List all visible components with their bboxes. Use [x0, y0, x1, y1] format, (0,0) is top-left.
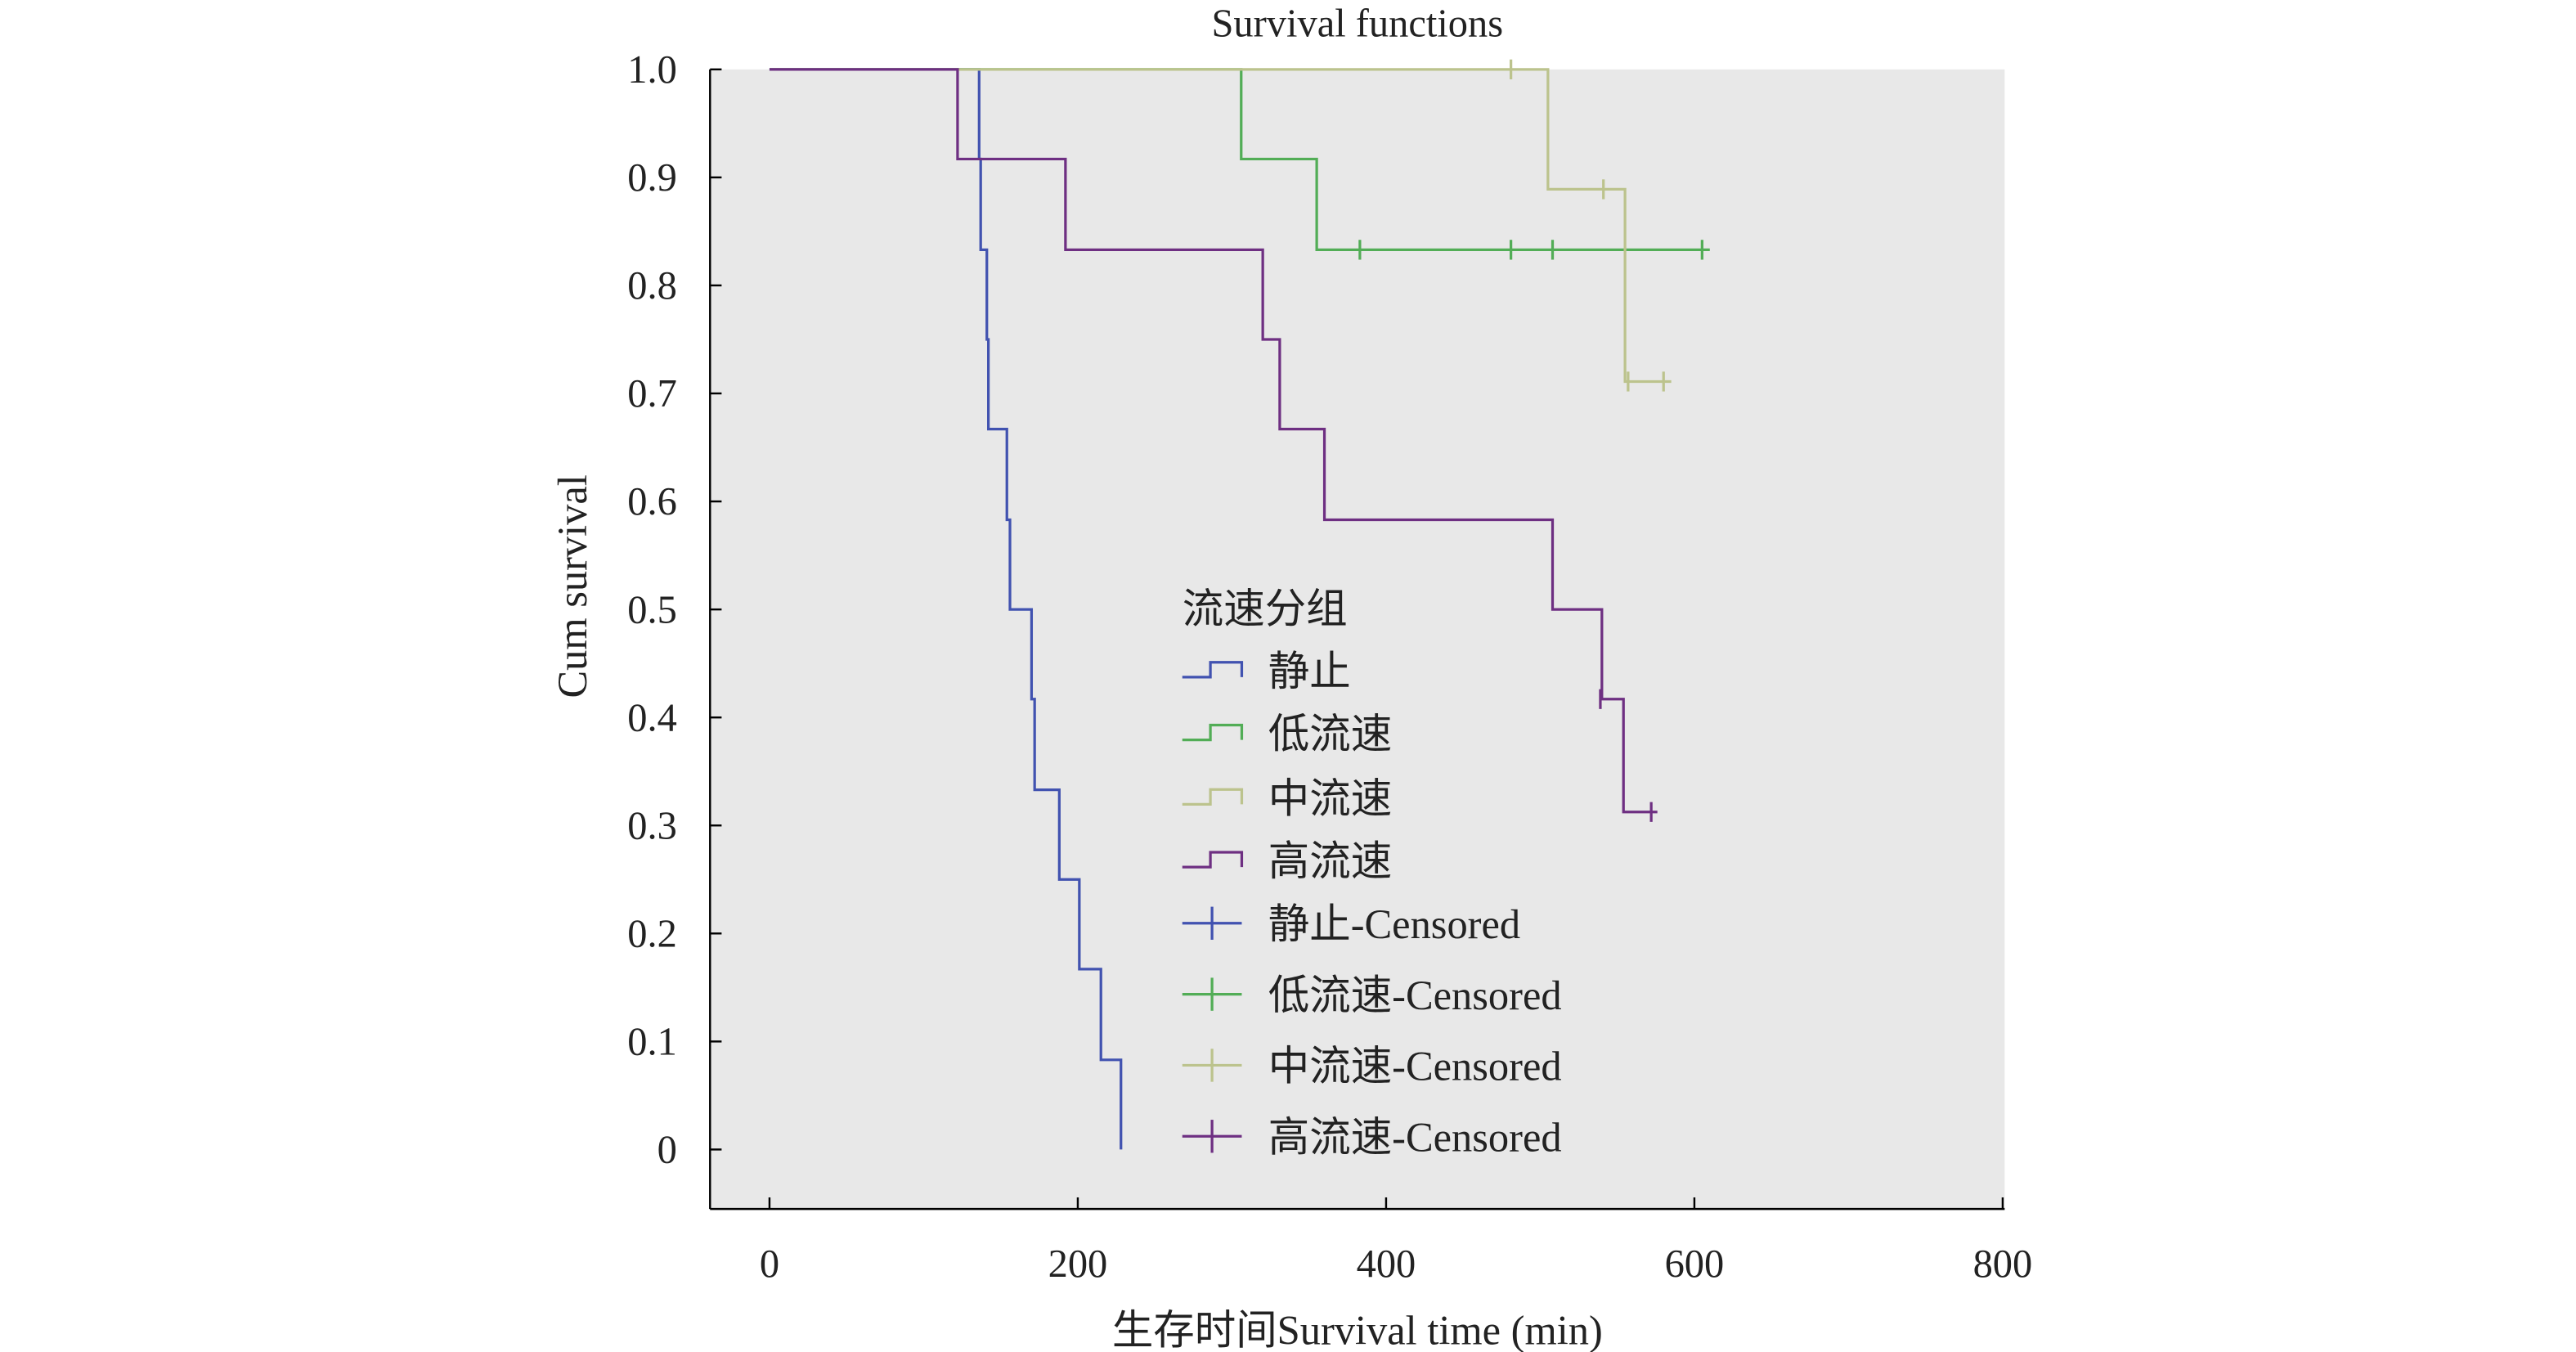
y-axis-label: Cum survival — [550, 474, 595, 698]
series-lines — [769, 59, 1710, 1150]
y-tick-label: 0.1 — [627, 1021, 677, 1064]
legend-step-symbol — [1182, 851, 1244, 869]
y-tick-label: 0.2 — [627, 912, 677, 955]
legend-label: 高流速 — [1268, 838, 1392, 884]
legend-label: 中流速 — [1268, 775, 1392, 821]
x-tick-label: 800 — [1973, 1242, 2033, 1286]
y-tick-label: 0.3 — [627, 804, 677, 847]
legend-label: 中流速-Censored — [1268, 1044, 1562, 1089]
x-tick-label: 600 — [1665, 1242, 1725, 1286]
y-tick-label: 0 — [657, 1129, 677, 1172]
legend-label: 高流速-Censored — [1268, 1114, 1562, 1160]
legend-label: 静止-Censored — [1268, 901, 1520, 947]
x-tick-label: 200 — [1048, 1242, 1108, 1286]
survival-line-3 — [769, 68, 1672, 384]
chart-title: Survival functions — [1211, 2, 1503, 45]
x-axis-ticks: 0 200 400 600 800 — [760, 1197, 2032, 1286]
legend-label: 静止 — [1268, 649, 1351, 694]
y-tick-label: 0.8 — [627, 264, 677, 308]
x-tick-label: 0 — [760, 1242, 779, 1286]
y-tick-label: 0.4 — [627, 696, 677, 739]
y-tick-label: 0.6 — [627, 480, 677, 523]
y-axis-ticks: 0 0.1 0.2 0.3 0.4 0.5 0.6 0.7 0.8 0.9 1.0 — [627, 48, 722, 1172]
y-tick-label: 0.5 — [627, 588, 677, 631]
legend-label: 低流速 — [1268, 712, 1392, 757]
legend-step-symbol — [1182, 788, 1244, 806]
y-tick-label: 0.9 — [627, 156, 677, 200]
x-axis-label: 生存时间Survival time (min) — [1112, 1308, 1603, 1352]
plot-background — [710, 69, 2005, 1210]
survival-line-4 — [769, 68, 1658, 814]
legend-step-symbol — [1182, 661, 1244, 679]
y-tick-label: 1.0 — [627, 48, 677, 92]
legend-label: 低流速-Censored — [1268, 972, 1562, 1018]
survival-line-1 — [769, 68, 1123, 1150]
y-tick-label: 0.7 — [627, 372, 677, 415]
legend-title: 流速分组 — [1183, 586, 1348, 631]
x-tick-label: 400 — [1357, 1242, 1416, 1286]
legend-step-symbol — [1182, 723, 1244, 742]
